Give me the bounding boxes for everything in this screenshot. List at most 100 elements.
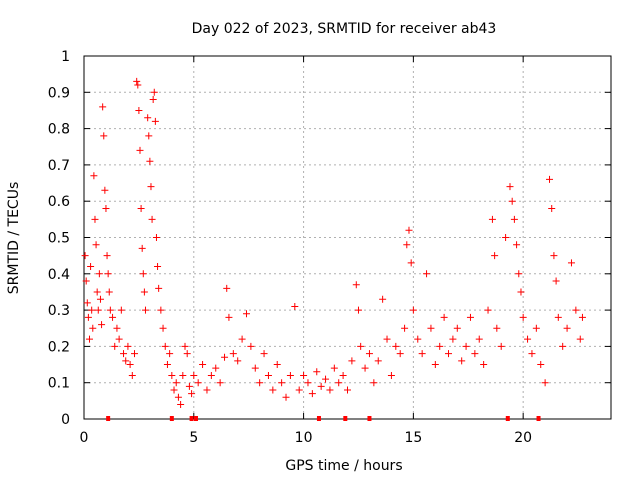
data-point (91, 215, 99, 223)
data-point (256, 379, 264, 387)
data-point (168, 371, 176, 379)
data-point (181, 342, 189, 350)
data-point (357, 342, 365, 350)
data-point (238, 335, 246, 343)
data-point (92, 241, 100, 249)
data-point (89, 324, 97, 332)
data-point (317, 382, 325, 390)
data-point (145, 132, 153, 140)
data-point (155, 284, 163, 292)
data-point (103, 252, 111, 260)
data-point (95, 270, 103, 278)
y-tick-label: 0.7 (48, 158, 70, 174)
data-point (179, 371, 187, 379)
data-point (102, 204, 110, 212)
data-point (330, 364, 338, 372)
data-point (212, 364, 220, 372)
data-point (308, 390, 316, 398)
data-point (163, 361, 171, 369)
data-point (154, 263, 162, 271)
data-point (159, 324, 167, 332)
data-point (458, 357, 466, 365)
data-point (90, 172, 98, 180)
data-point (510, 215, 518, 223)
data-point (506, 183, 514, 191)
data-point (115, 335, 123, 343)
data-point (122, 357, 130, 365)
data-point (339, 371, 347, 379)
data-point (466, 313, 474, 321)
data-point (436, 342, 444, 350)
data-point (286, 371, 294, 379)
grid-lines (84, 56, 611, 419)
data-point (269, 386, 277, 394)
gap-marker (106, 416, 111, 421)
y-tick-label: 0.6 (48, 194, 70, 210)
data-point (291, 302, 299, 310)
data-point (104, 270, 112, 278)
data-point (326, 386, 334, 394)
data-point (134, 81, 142, 89)
data-point (124, 342, 132, 350)
x-tick-label: 10 (295, 430, 313, 446)
data-point (515, 270, 523, 278)
data-point (365, 350, 373, 358)
data-point (113, 324, 121, 332)
data-point (379, 295, 387, 303)
data-point (81, 252, 89, 260)
data-point (96, 295, 104, 303)
data-point (445, 350, 453, 358)
data-point (396, 350, 404, 358)
data-point (427, 324, 435, 332)
data-point (497, 342, 505, 350)
data-point (85, 335, 93, 343)
data-point (100, 132, 108, 140)
data-point (170, 386, 178, 394)
data-point (567, 259, 575, 267)
data-point (94, 306, 102, 314)
data-point (136, 146, 144, 154)
data-point (84, 313, 92, 321)
y-tick-label: 0.4 (48, 267, 70, 283)
data-point (361, 364, 369, 372)
data-point (183, 350, 191, 358)
data-point (247, 342, 255, 350)
data-point (370, 379, 378, 387)
data-point (88, 306, 96, 314)
y-tick-label: 0.5 (48, 231, 70, 247)
gap-marker (189, 416, 194, 421)
data-point (453, 324, 461, 332)
x-tick-label: 0 (80, 430, 89, 446)
data-point (423, 270, 431, 278)
data-point (223, 284, 231, 292)
data-point (475, 335, 483, 343)
data-point (354, 306, 362, 314)
data-point (105, 288, 113, 296)
data-point (418, 350, 426, 358)
data-point (491, 252, 499, 260)
data-point (185, 382, 193, 390)
data-point (273, 361, 281, 369)
data-point (177, 400, 185, 408)
data-point (109, 313, 117, 321)
data-point (139, 270, 147, 278)
data-point (148, 215, 156, 223)
data-point (537, 361, 545, 369)
data-point (576, 335, 584, 343)
data-point (174, 393, 182, 401)
data-point (172, 379, 180, 387)
data-point (138, 244, 146, 252)
data-point (541, 379, 549, 387)
data-point (128, 371, 136, 379)
data-point (508, 197, 516, 205)
data-point (225, 313, 233, 321)
data-point (407, 259, 415, 267)
data-point (199, 361, 207, 369)
data-point (409, 306, 417, 314)
data-point (513, 241, 521, 249)
chart-title: Day 022 of 2023, SRMTID for receiver ab4… (192, 21, 497, 37)
data-point (137, 204, 145, 212)
data-point (374, 357, 382, 365)
data-point (144, 114, 152, 122)
